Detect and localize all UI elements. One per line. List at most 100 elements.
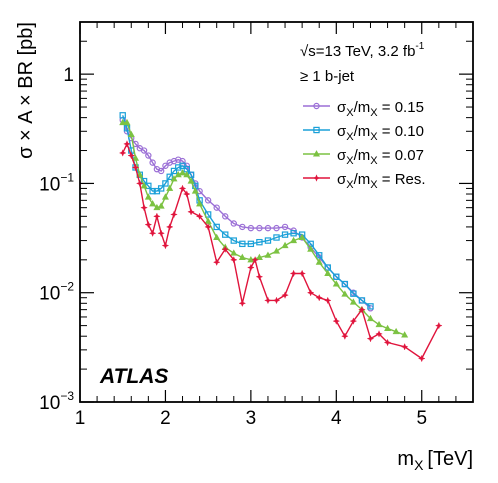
data-point-sigma-007 bbox=[247, 255, 255, 263]
data-point-sigma-010 bbox=[149, 187, 156, 195]
data-point-res bbox=[281, 291, 289, 299]
energy-annotation: √s=13 TeV, 3.2 fb-1 bbox=[300, 41, 425, 60]
data-point-sigma-010 bbox=[316, 252, 323, 259]
data-point-sigma-010 bbox=[213, 223, 220, 231]
series-layer bbox=[118, 112, 443, 363]
legend-label: σX/mX = 0.07 bbox=[337, 147, 424, 167]
data-point-sigma-007 bbox=[119, 118, 127, 126]
data-point-res bbox=[255, 273, 264, 281]
data-point-sigma-010 bbox=[333, 273, 340, 280]
experiment-label: ATLAS bbox=[99, 365, 168, 388]
data-point-res bbox=[349, 317, 358, 325]
legend-swatch-marker bbox=[312, 174, 321, 182]
data-point-sigma-015 bbox=[273, 224, 280, 232]
data-point-sigma-007 bbox=[392, 327, 400, 335]
data-point-sigma-015 bbox=[157, 167, 165, 175]
y-tick-label: 1 bbox=[63, 65, 74, 86]
data-point-sigma-015 bbox=[140, 147, 148, 154]
data-point-sigma-015 bbox=[239, 223, 246, 231]
sqrt-s: √s bbox=[300, 43, 316, 60]
data-point-res bbox=[418, 354, 426, 363]
data-point-res bbox=[251, 256, 259, 264]
data-point-sigma-015 bbox=[247, 224, 255, 232]
y-tick-base: 10 bbox=[39, 284, 60, 305]
data-point-sigma-015 bbox=[264, 224, 272, 232]
data-point-res bbox=[341, 332, 349, 340]
data-point-res bbox=[332, 317, 341, 325]
data-point-res bbox=[298, 269, 306, 278]
data-point-sigma-007 bbox=[157, 202, 165, 209]
axis-layer: 1 2 3 4 510−310−210−11 bbox=[39, 21, 474, 429]
y-tick-exponent: −1 bbox=[60, 170, 74, 184]
data-point-sigma-015 bbox=[145, 152, 152, 159]
data-point-res bbox=[161, 241, 170, 250]
data-point-res bbox=[195, 212, 204, 221]
data-point-sigma-010 bbox=[290, 230, 297, 237]
data-point-sigma-015 bbox=[213, 204, 220, 211]
data-point-sigma-007 bbox=[324, 269, 332, 276]
data-point-res bbox=[289, 269, 298, 278]
y-tick-base: 10 bbox=[39, 174, 60, 195]
data-point-sigma-010 bbox=[350, 290, 357, 297]
x-axis-label: mX [TeV] bbox=[397, 448, 473, 473]
data-point-sigma-007 bbox=[272, 247, 281, 254]
data-point-sigma-007 bbox=[127, 130, 135, 138]
data-point-res bbox=[306, 288, 315, 297]
data-point-sigma-007 bbox=[281, 241, 289, 249]
data-point-sigma-007 bbox=[366, 314, 374, 322]
data-point-res bbox=[165, 223, 174, 231]
data-point-res bbox=[123, 140, 131, 148]
data-point-res bbox=[358, 305, 366, 314]
data-point-sigma-007 bbox=[230, 249, 238, 256]
data-point-sigma-010 bbox=[256, 238, 263, 246]
data-point-sigma-007 bbox=[161, 193, 169, 200]
plot-frame bbox=[79, 21, 474, 403]
data-point-res bbox=[153, 212, 161, 221]
y-tick-label: 10−2 bbox=[39, 280, 74, 305]
data-point-sigma-010 bbox=[119, 112, 126, 119]
data-point-sigma-010 bbox=[264, 237, 272, 244]
data-point-sigma-010 bbox=[239, 240, 246, 248]
data-point-sigma-007 bbox=[341, 290, 349, 297]
data-point-res bbox=[148, 229, 157, 237]
legend-entry-sigma-007: σX/mX = 0.07 bbox=[303, 147, 424, 167]
legend-swatch-marker bbox=[312, 150, 321, 157]
data-point-sigma-007 bbox=[332, 280, 340, 287]
data-point-sigma-007 bbox=[132, 154, 140, 161]
data-point-res bbox=[170, 210, 178, 219]
data-point-sigma-007 bbox=[298, 233, 306, 241]
data-point-sigma-007 bbox=[384, 324, 392, 332]
data-point-sigma-007 bbox=[213, 233, 221, 241]
data-point-sigma-010 bbox=[175, 164, 182, 171]
selection-annotation: ≥ 1 b-jet bbox=[300, 68, 355, 85]
data-point-res bbox=[230, 256, 238, 264]
y-tick-exponent: −2 bbox=[60, 280, 74, 294]
data-point-sigma-007 bbox=[255, 253, 263, 261]
data-point-sigma-007 bbox=[149, 200, 157, 207]
data-point-sigma-007 bbox=[238, 253, 246, 261]
x-tick-label: 1 bbox=[75, 408, 86, 429]
data-point-sigma-007 bbox=[204, 217, 212, 224]
data-point-res bbox=[272, 296, 281, 305]
data-point-sigma-007 bbox=[191, 187, 199, 194]
data-point-sigma-010 bbox=[230, 237, 237, 244]
data-point-sigma-007 bbox=[196, 200, 204, 207]
y-tick-label: 10−1 bbox=[39, 170, 74, 195]
data-point-res bbox=[127, 151, 135, 160]
data-point-res bbox=[144, 220, 153, 229]
data-point-res bbox=[315, 293, 323, 302]
data-point-res bbox=[383, 338, 392, 347]
data-point-res bbox=[131, 163, 140, 172]
x-axis-label-main: m bbox=[397, 448, 414, 470]
energy-lumi: =13 TeV, 3.2 fb bbox=[316, 43, 416, 60]
data-point-sigma-010 bbox=[358, 297, 366, 304]
legend-swatch-marker bbox=[313, 126, 320, 134]
data-point-sigma-010 bbox=[341, 280, 349, 288]
y-axis-label: σ × A × BR [pb] bbox=[15, 22, 37, 159]
data-point-sigma-010 bbox=[281, 231, 289, 238]
x-tick-label: 4 bbox=[331, 408, 342, 429]
legend-entry-sigma-010: σX/mX = 0.10 bbox=[303, 123, 424, 143]
data-point-sigma-010 bbox=[166, 173, 173, 180]
legend-label: σX/mX = Res. bbox=[337, 171, 426, 191]
